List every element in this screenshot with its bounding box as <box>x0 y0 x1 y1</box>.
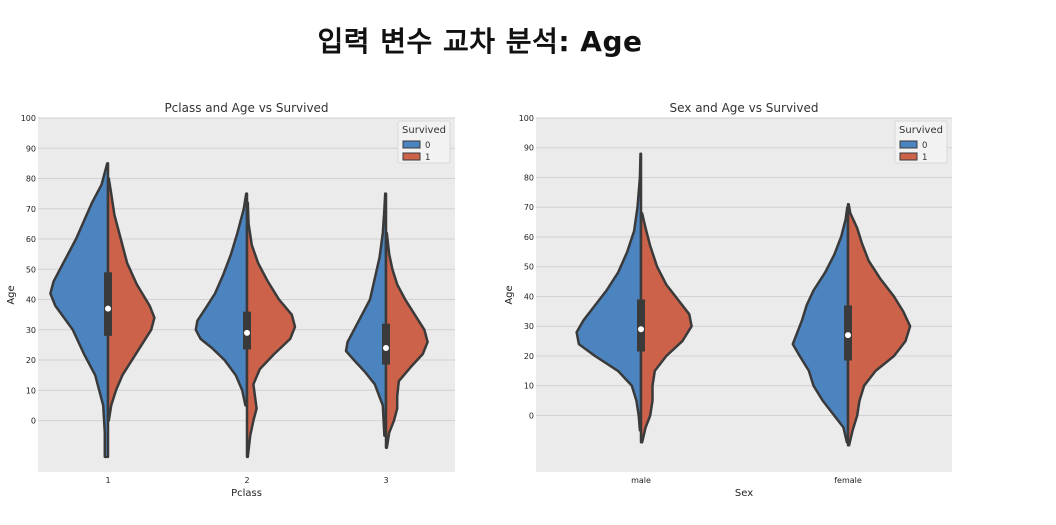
legend-swatch-1 <box>899 152 918 161</box>
median-marker <box>638 326 644 333</box>
violin-half-male-1 <box>639 211 693 444</box>
y-tick-label: 70 <box>524 203 534 212</box>
y-tick-label: 60 <box>524 233 534 242</box>
y-tick-label: 40 <box>524 292 534 301</box>
y-tick-label: 40 <box>26 296 36 305</box>
legend-label: 0 <box>425 141 430 151</box>
y-tick-label: 70 <box>26 205 36 214</box>
median-marker <box>105 305 111 312</box>
legend-swatch-0 <box>402 140 421 149</box>
y-axis-label: Age <box>504 285 515 304</box>
violin-half-2-1 <box>245 201 297 459</box>
y-tick-label: 0 <box>529 411 534 420</box>
legend-title: Survived <box>899 125 943 136</box>
y-tick-label: 30 <box>524 322 534 331</box>
x-tick-label: 3 <box>383 476 388 485</box>
legend-label: 1 <box>922 153 927 163</box>
box-iqr <box>382 323 390 365</box>
violin-half-1-1 <box>106 177 156 422</box>
violin-half-3-1 <box>384 231 429 450</box>
y-tick-label: 90 <box>524 144 534 153</box>
box-iqr <box>637 299 645 352</box>
y-tick-label: 100 <box>21 114 36 123</box>
violin-half-female-1 <box>846 203 912 447</box>
x-tick-label: 1 <box>105 476 110 485</box>
chart-title: Pclass and Age vs Survived <box>164 101 328 115</box>
box-iqr <box>104 272 112 336</box>
x-tick-label: 2 <box>244 476 249 485</box>
y-axis-label: Age <box>6 285 17 304</box>
y-tick-label: 80 <box>26 175 36 184</box>
y-tick-label: 50 <box>26 265 36 274</box>
y-tick-label: 10 <box>524 382 534 391</box>
y-tick-label: 100 <box>519 114 534 123</box>
chart-title: Sex and Age vs Survived <box>670 101 819 115</box>
violin-half-1-0 <box>49 162 110 459</box>
legend-label: 1 <box>425 153 430 163</box>
y-tick-label: 20 <box>524 352 534 361</box>
legend-label: 0 <box>922 141 927 151</box>
y-tick-label: 60 <box>26 235 36 244</box>
x-axis-label: Pclass <box>231 488 262 499</box>
y-tick-label: 80 <box>524 173 534 182</box>
legend-swatch-0 <box>899 140 918 149</box>
y-tick-label: 10 <box>26 386 36 395</box>
median-marker <box>845 332 851 339</box>
legend-swatch-1 <box>402 152 421 161</box>
y-tick-label: 90 <box>26 144 36 153</box>
y-tick-label: 20 <box>26 356 36 365</box>
violin-half-2-0 <box>194 192 249 407</box>
x-axis-label: Sex <box>735 488 753 499</box>
median-marker <box>383 344 389 351</box>
violin-half-female-0 <box>791 205 850 444</box>
legend-title: Survived <box>402 125 446 136</box>
page-title: 입력 변수 교차 분석: Age <box>317 25 643 58</box>
median-marker <box>244 329 250 336</box>
violin-half-male-0 <box>575 152 643 432</box>
y-tick-label: 30 <box>26 326 36 335</box>
x-tick-label: female <box>834 476 862 485</box>
y-tick-label: 50 <box>524 263 534 272</box>
y-tick-label: 0 <box>31 417 36 426</box>
violin-half-3-0 <box>344 192 388 437</box>
x-tick-label: male <box>631 476 651 485</box>
